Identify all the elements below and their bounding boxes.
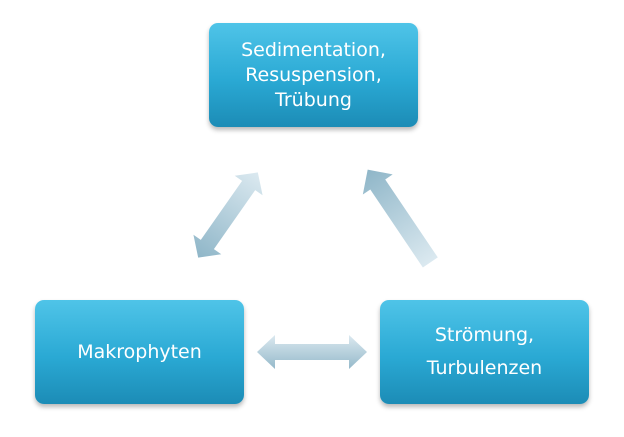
arrow-top-left <box>193 172 263 258</box>
node-makrophyten-label: Makrophyten <box>77 340 202 365</box>
node-sedimentation-label: Sedimentation, Resuspension, Trübung <box>241 38 386 113</box>
node-right-line-2: Turbulenzen <box>426 357 543 379</box>
node-top-line-1: Sedimentation, <box>241 38 386 61</box>
arrow-left-right <box>257 335 367 369</box>
node-makrophyten: Makrophyten <box>35 300 244 404</box>
node-stroemung-label: Strömung, Turbulenzen <box>427 319 542 385</box>
node-top-line-3: Trübung <box>275 88 352 111</box>
node-stroemung: Strömung, Turbulenzen <box>380 300 589 404</box>
node-left-line-1: Makrophyten <box>77 340 202 363</box>
node-sedimentation: Sedimentation, Resuspension, Trübung <box>209 23 418 127</box>
arrow-right-top <box>362 169 438 268</box>
node-top-line-2: Resuspension, <box>245 63 382 86</box>
node-right-line-1: Strömung, <box>434 324 535 346</box>
